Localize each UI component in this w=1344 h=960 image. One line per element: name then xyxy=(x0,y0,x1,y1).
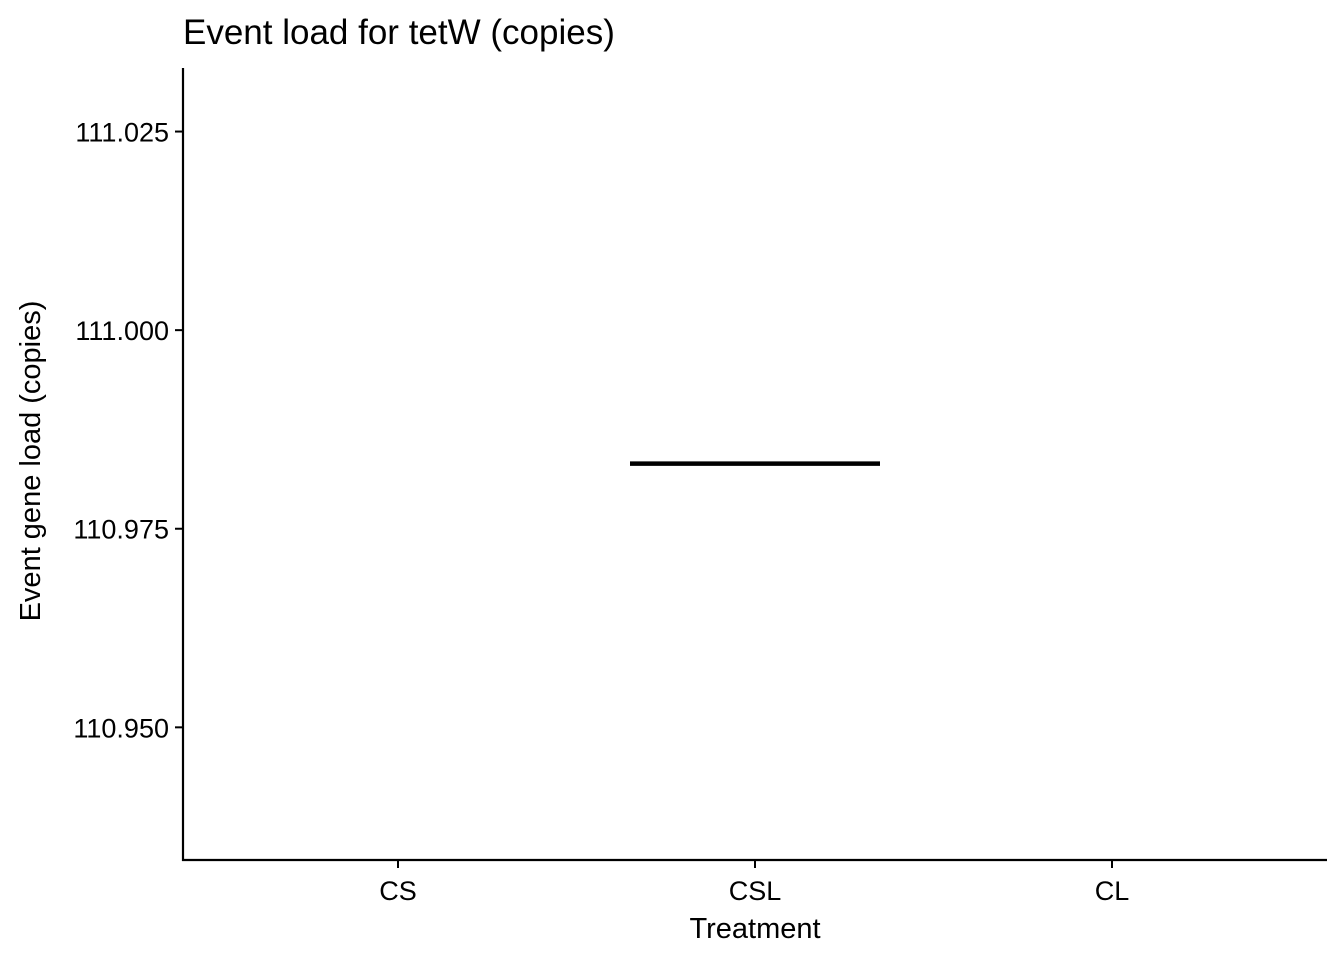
chart-title: Event load for tetW (copies) xyxy=(183,13,615,52)
y-tick-label: 110.950 xyxy=(73,713,169,743)
x-tick-label: CS xyxy=(379,876,417,906)
x-tick-label: CL xyxy=(1095,876,1130,906)
y-axis-ticks: 110.950 110.975 111.000 111.025 xyxy=(73,118,183,743)
y-tick-label: 110.975 xyxy=(73,515,169,545)
x-tick-label: CSL xyxy=(729,876,782,906)
y-axis-label: Event gene load (copies) xyxy=(15,301,47,622)
y-tick-label: 111.000 xyxy=(75,316,169,346)
x-axis-label: Treatment xyxy=(689,913,820,945)
y-tick-label: 111.025 xyxy=(75,118,169,148)
x-axis-ticks: CS CSL CL xyxy=(379,860,1129,906)
